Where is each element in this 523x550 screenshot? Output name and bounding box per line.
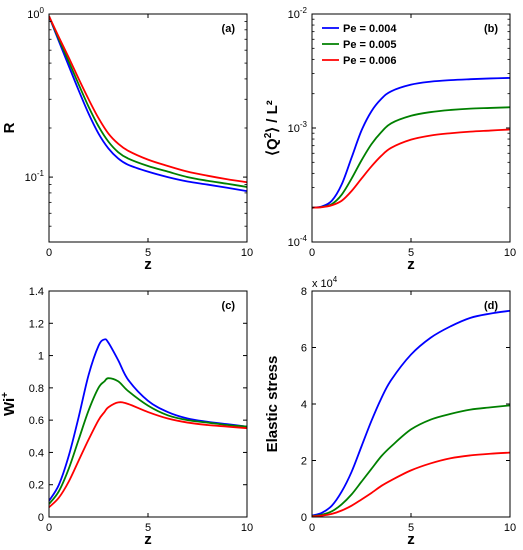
plot-frame [48,290,248,518]
series-line-1 [49,338,247,502]
panel-a: 0 5 10 100 10-1 z R (a) [1,6,253,273]
series-line-3 [49,401,247,508]
y-multiplier: x 104 [312,275,338,290]
panel-d: 0 5 10 0 2 4 6 8 x 104 z Elastic stress (d) [264,275,516,548]
y-tick-label: 6 [301,343,307,355]
y-tick-label: 0 [38,512,44,524]
y-axis-label: Wi+ [0,392,18,416]
y-tick-label: 10-3 [288,120,308,135]
panel-label: (b) [484,23,498,35]
y-tick-label: 10-2 [288,6,308,21]
panel-label: (c) [222,300,236,312]
series-line-2 [312,404,510,517]
series-line-2 [312,106,510,209]
series-line-2 [49,377,247,505]
x-tick-label: 10 [241,247,253,259]
plot-frame [311,13,511,243]
legend-entry: Pe = 0.006 [343,55,397,67]
y-tick-label: 0.8 [29,383,44,395]
series-line-1 [312,77,510,209]
series-line-3 [312,128,510,209]
x-tick-label: 0 [309,522,315,534]
x-tick-label: 5 [145,522,151,534]
panel-label: (d) [484,300,498,312]
panel-label: (a) [222,23,236,35]
x-axis-label: z [144,531,152,548]
plot-frame [48,13,248,243]
x-tick-label: 10 [241,522,253,534]
x-tick-label: 5 [145,247,151,259]
x-axis-label: z [407,256,415,273]
x-tick-label: 10 [504,247,516,259]
y-tick-label: 100 [27,6,44,21]
legend-entry: Pe = 0.005 [343,39,397,51]
y-tick-label: 10-1 [25,169,45,184]
x-tick-label: 0 [309,247,315,259]
y-tick-label: 10-4 [288,234,308,249]
y-tick-label: 0.6 [29,415,44,427]
x-tick-label: 5 [408,247,414,259]
y-axis-label: R [1,122,18,133]
panel-c: 0 5 10 0 0.2 0.4 0.6 0.8 1 1.2 1.4 z Wi+ (c) [0,286,253,548]
y-tick-label: 0.4 [29,447,44,459]
x-tick-label: 5 [408,522,414,534]
y-tick-label: 2 [301,456,307,468]
series-line-3 [49,15,247,184]
y-tick-label: 1 [38,351,44,363]
series-line-1 [49,15,247,193]
y-axis-label: Elastic stress [264,356,281,453]
y-tick-label: 4 [301,399,307,411]
series-line-3 [312,451,510,517]
x-axis-label: z [407,531,415,548]
series-line-1 [312,309,510,517]
y-tick-label: 1.2 [29,318,44,330]
legend-entry: Pe = 0.004 [343,23,397,35]
x-tick-label: 0 [46,522,52,534]
y-tick-label: 0 [301,512,307,524]
plot-frame [311,290,511,518]
x-tick-label: 0 [46,247,52,259]
y-tick-label: 8 [301,286,307,298]
y-tick-label: 1.4 [29,286,44,298]
x-axis-label: z [144,256,152,273]
x-tick-label: 10 [504,522,516,534]
y-axis-label: ⟨Q2⟩ / L² [263,100,281,156]
y-tick-label: 0.2 [29,480,44,492]
panel-b: 0 5 10 10-2 10-3 10-4 z ⟨Q2⟩ / L² (b) Pe = 0.004 P… [263,6,516,273]
series-line-2 [49,15,247,188]
